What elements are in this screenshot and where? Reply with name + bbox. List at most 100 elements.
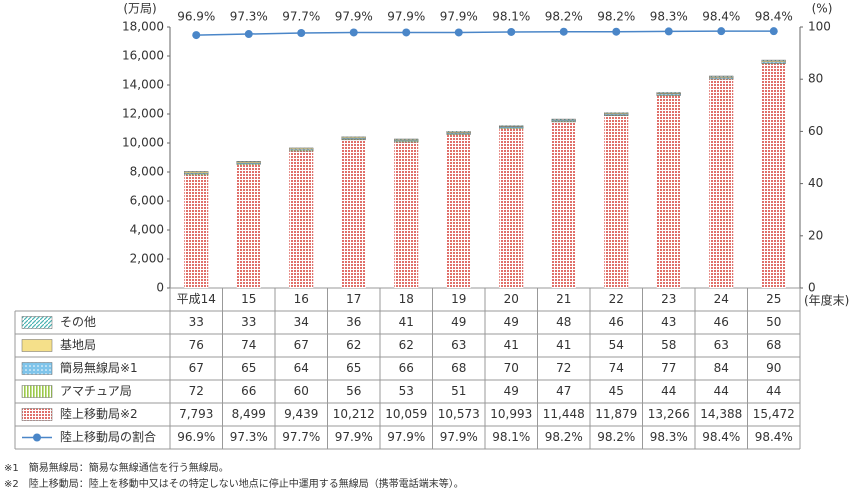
table-cell: 58 xyxy=(661,338,676,352)
y-tick-label: 6,000 xyxy=(130,194,164,208)
y2-tick-label: 40 xyxy=(808,176,823,190)
table-cell: 7,793 xyxy=(179,407,213,421)
line-marker xyxy=(559,27,568,36)
y-tick-label: 8,000 xyxy=(130,165,164,179)
table-cell: 11,879 xyxy=(595,407,637,421)
table-cell: 65 xyxy=(346,361,361,375)
table-cell: 44 xyxy=(766,384,781,398)
x-tick-label: 20 xyxy=(504,292,519,306)
bar-segment xyxy=(551,120,576,122)
legend-swatch xyxy=(21,316,53,329)
table-cell: 98.3% xyxy=(650,430,688,444)
bar-segment xyxy=(446,134,471,288)
bar-segment xyxy=(184,171,209,174)
data-label: 97.9% xyxy=(440,10,478,24)
y2-tick-label: 0 xyxy=(808,281,816,295)
data-label: 98.2% xyxy=(597,10,635,24)
table-cell: 49 xyxy=(451,315,466,329)
table-cell: 68 xyxy=(766,338,781,352)
table-cell: 10,993 xyxy=(490,407,532,421)
y-tick-label: 2,000 xyxy=(130,252,164,266)
y-tick-label: 10,000 xyxy=(122,136,164,150)
table-cell: 84 xyxy=(714,361,729,375)
table-cell: 66 xyxy=(241,384,256,398)
x-tick-label: 23 xyxy=(661,292,676,306)
line-marker xyxy=(454,28,463,37)
legend-label: アマチュア局 xyxy=(60,384,132,398)
x-tick-label: 22 xyxy=(609,292,624,306)
bar-segment xyxy=(499,125,524,127)
y-tick-label: 16,000 xyxy=(122,49,164,63)
table-cell: 72 xyxy=(189,384,204,398)
legend-swatch xyxy=(33,433,41,442)
legend-label: 陸上移動局※2 xyxy=(60,407,138,421)
x-unit: (年度末) xyxy=(804,293,849,308)
bar-segment xyxy=(394,138,419,140)
table-cell: 44 xyxy=(714,384,729,398)
table-cell: 54 xyxy=(609,338,624,352)
table-cell: 10,059 xyxy=(385,407,427,421)
table-cell: 60 xyxy=(294,384,309,398)
table-cell: 44 xyxy=(661,384,676,398)
bar-segment xyxy=(236,164,261,288)
x-tick-label: 15 xyxy=(241,292,256,306)
legend-swatch xyxy=(21,362,53,375)
x-tick-label: 16 xyxy=(294,292,309,306)
table-cell: 98.4% xyxy=(702,430,740,444)
y-tick-label: 4,000 xyxy=(130,223,164,237)
table-cell: 9,439 xyxy=(284,407,318,421)
bar-segment xyxy=(551,122,576,288)
y-tick-label: 14,000 xyxy=(122,78,164,92)
line-marker xyxy=(297,29,306,38)
data-label: 98.2% xyxy=(545,10,583,24)
table-cell: 13,266 xyxy=(648,407,690,421)
line xyxy=(196,30,774,36)
bar-segment xyxy=(709,77,734,79)
table-cell: 8,499 xyxy=(232,407,266,421)
x-tick-label: 17 xyxy=(346,292,361,306)
data-label: 96.9% xyxy=(177,10,215,24)
table-cell: 48 xyxy=(556,315,571,329)
table-cell: 98.2% xyxy=(545,430,583,444)
table-cell: 63 xyxy=(714,338,729,352)
legend-swatch xyxy=(21,339,53,352)
line-marker xyxy=(664,27,673,36)
data-label: 98.3% xyxy=(650,10,688,24)
table-cell: 53 xyxy=(399,384,414,398)
bar-segment xyxy=(761,59,786,61)
line-marker xyxy=(717,27,726,36)
table-cell: 43 xyxy=(661,315,676,329)
table-cell: 65 xyxy=(241,361,256,375)
data-label: 98.4% xyxy=(702,10,740,24)
bar-segment xyxy=(446,131,471,133)
table-cell: 98.2% xyxy=(597,430,635,444)
x-tick-label: 24 xyxy=(714,292,729,306)
table-cell: 41 xyxy=(399,315,414,329)
table-cell: 46 xyxy=(609,315,624,329)
y-tick-label: 18,000 xyxy=(122,20,164,34)
table-cell: 41 xyxy=(556,338,571,352)
bar-segment xyxy=(761,63,786,288)
bar-segment xyxy=(499,126,524,129)
table-cell: 97.9% xyxy=(335,430,373,444)
table-cell: 74 xyxy=(241,338,256,352)
table-cell: 46 xyxy=(714,315,729,329)
bar-segment xyxy=(761,61,786,64)
table-cell: 10,212 xyxy=(333,407,375,421)
table-cell: 36 xyxy=(346,315,361,329)
bar-segment xyxy=(236,161,261,164)
legend-label: 簡易無線局※1 xyxy=(60,360,138,375)
table-cell: 70 xyxy=(504,361,519,375)
bar-segment xyxy=(604,115,629,288)
table-cell: 72 xyxy=(556,361,571,375)
table-cell: 14,388 xyxy=(700,407,742,421)
bar-segment xyxy=(604,113,629,116)
line-marker xyxy=(769,27,778,36)
y2-tick-label: 80 xyxy=(808,72,823,86)
line-marker xyxy=(192,31,201,40)
table-cell: 97.9% xyxy=(387,430,425,444)
table-cell: 74 xyxy=(609,361,624,375)
line-marker xyxy=(507,27,516,36)
bar-segment xyxy=(341,139,366,288)
table-cell: 15,472 xyxy=(753,407,795,421)
